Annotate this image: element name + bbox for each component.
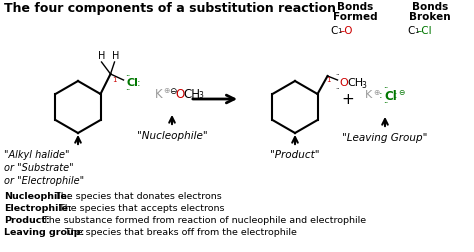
Text: "Alkyl halide"
or "Substrate"
or "Electrophile": "Alkyl halide" or "Substrate" or "Electr… bbox=[4, 149, 84, 186]
Text: H: H bbox=[112, 51, 119, 61]
Text: Broken: Broken bbox=[409, 12, 451, 22]
Text: Electrophile:: Electrophile: bbox=[4, 203, 72, 212]
Text: Formed: Formed bbox=[333, 12, 377, 22]
Text: ⋅⋅: ⋅⋅ bbox=[383, 98, 388, 107]
Text: C: C bbox=[330, 26, 337, 36]
Text: The four components of a substitution reaction: The four components of a substitution re… bbox=[4, 2, 336, 15]
Text: CH: CH bbox=[347, 78, 364, 88]
Text: 3: 3 bbox=[198, 91, 203, 100]
Text: ⋅⋅: ⋅⋅ bbox=[335, 72, 340, 78]
Text: Leaving group:: Leaving group: bbox=[4, 227, 84, 236]
Text: ⋅⋅: ⋅⋅ bbox=[335, 86, 340, 92]
Text: Product:: Product: bbox=[4, 215, 50, 224]
Text: 1: 1 bbox=[337, 28, 341, 34]
Text: ⊖: ⊖ bbox=[398, 88, 404, 97]
Text: The species that donates electrons: The species that donates electrons bbox=[52, 191, 222, 200]
Text: +: + bbox=[342, 92, 355, 107]
Text: K: K bbox=[155, 88, 163, 101]
Text: Cl: Cl bbox=[384, 90, 397, 103]
Text: ⊕: ⊕ bbox=[373, 88, 379, 97]
Text: C: C bbox=[407, 26, 414, 36]
Text: ⋅⋅: ⋅⋅ bbox=[383, 83, 388, 92]
Text: CH: CH bbox=[183, 88, 200, 101]
Text: ⋅⋅: ⋅⋅ bbox=[126, 85, 131, 94]
Text: The species that breaks off from the electrophile: The species that breaks off from the ele… bbox=[62, 227, 297, 236]
Text: H: H bbox=[98, 51, 105, 61]
Text: 1: 1 bbox=[327, 77, 331, 83]
Text: K: K bbox=[365, 90, 372, 100]
Text: ⋅⋅: ⋅⋅ bbox=[126, 71, 131, 80]
Text: Nucleophile:: Nucleophile: bbox=[4, 191, 71, 200]
Text: O: O bbox=[175, 88, 184, 101]
Text: 1: 1 bbox=[414, 28, 419, 34]
Text: O: O bbox=[339, 78, 348, 88]
Text: "Leaving Group": "Leaving Group" bbox=[342, 133, 428, 142]
Text: ⊖: ⊖ bbox=[169, 87, 176, 96]
Text: 1: 1 bbox=[112, 77, 117, 83]
Text: :: : bbox=[394, 90, 398, 100]
Text: –Cl: –Cl bbox=[417, 26, 433, 36]
Text: Bonds: Bonds bbox=[412, 2, 448, 12]
Text: 3: 3 bbox=[362, 81, 366, 90]
Text: :: : bbox=[137, 78, 140, 88]
Text: "Product": "Product" bbox=[270, 149, 320, 159]
Text: "Nucleophile": "Nucleophile" bbox=[137, 131, 207, 140]
Text: The species that accepts electrons: The species that accepts electrons bbox=[56, 203, 225, 212]
Text: The substance formed from reaction of nucleophile and electrophile: The substance formed from reaction of nu… bbox=[40, 215, 366, 224]
Text: ⊕: ⊕ bbox=[163, 86, 169, 94]
Text: Cl: Cl bbox=[127, 78, 138, 88]
Text: Bonds: Bonds bbox=[337, 2, 373, 12]
Text: :: : bbox=[379, 90, 383, 100]
Text: –O: –O bbox=[340, 26, 354, 36]
